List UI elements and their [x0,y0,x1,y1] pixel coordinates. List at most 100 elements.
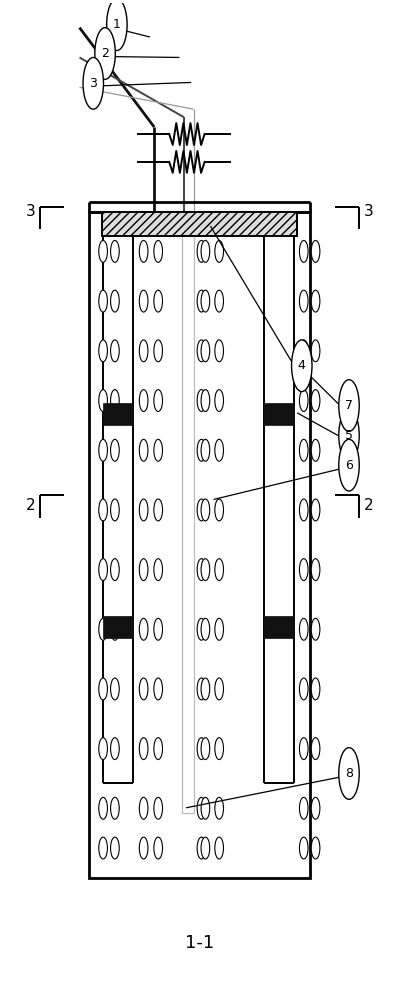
Circle shape [139,340,148,362]
Circle shape [299,290,308,312]
Text: 8: 8 [345,767,353,780]
Circle shape [99,499,107,521]
Circle shape [201,439,210,461]
Circle shape [154,837,162,859]
Bar [103,403,132,425]
Text: 5: 5 [345,429,353,442]
Circle shape [339,748,359,799]
Circle shape [111,837,119,859]
Circle shape [299,439,308,461]
Circle shape [311,797,320,819]
Circle shape [311,618,320,640]
Circle shape [111,499,119,521]
Circle shape [111,559,119,581]
Circle shape [215,678,223,700]
Circle shape [311,390,320,411]
Circle shape [111,340,119,362]
Circle shape [139,290,148,312]
Circle shape [197,797,206,819]
Circle shape [311,499,320,521]
Circle shape [215,240,223,262]
Circle shape [139,738,148,760]
Circle shape [99,390,107,411]
Circle shape [197,738,206,760]
Circle shape [311,439,320,461]
Circle shape [139,678,148,700]
Circle shape [197,439,206,461]
Text: 6: 6 [345,459,353,472]
Circle shape [201,390,210,411]
Circle shape [99,678,107,700]
Circle shape [111,738,119,760]
Circle shape [197,390,206,411]
Circle shape [154,390,162,411]
Circle shape [99,559,107,581]
Circle shape [299,618,308,640]
Circle shape [154,290,162,312]
Text: 4: 4 [298,359,306,372]
Circle shape [111,390,119,411]
Circle shape [299,240,308,262]
Circle shape [154,240,162,262]
Text: 3: 3 [26,204,35,219]
Circle shape [154,439,162,461]
Circle shape [299,797,308,819]
Circle shape [139,390,148,411]
Circle shape [83,57,103,109]
Circle shape [201,559,210,581]
Circle shape [201,797,210,819]
Circle shape [154,618,162,640]
Circle shape [339,380,359,431]
Circle shape [99,797,107,819]
Circle shape [154,499,162,521]
Circle shape [201,738,210,760]
Circle shape [197,837,206,859]
Circle shape [339,439,359,491]
Circle shape [111,439,119,461]
Circle shape [339,410,359,461]
Circle shape [111,678,119,700]
Text: 1-1: 1-1 [185,934,214,952]
Circle shape [111,240,119,262]
Circle shape [99,439,107,461]
Circle shape [154,738,162,760]
Circle shape [215,837,223,859]
Circle shape [201,499,210,521]
Bar [89,212,310,878]
Circle shape [197,618,206,640]
Circle shape [197,678,206,700]
Circle shape [139,618,148,640]
Circle shape [95,28,115,79]
Circle shape [201,837,210,859]
Circle shape [201,240,210,262]
Circle shape [299,499,308,521]
Circle shape [99,837,107,859]
Text: 2: 2 [101,47,109,60]
Circle shape [299,390,308,411]
Circle shape [292,340,312,392]
Bar [103,616,132,638]
Text: 2: 2 [26,498,35,513]
Circle shape [299,340,308,362]
Circle shape [201,678,210,700]
Circle shape [215,738,223,760]
Text: 2: 2 [364,498,373,513]
Circle shape [139,559,148,581]
Circle shape [201,618,210,640]
Circle shape [299,678,308,700]
Text: 3: 3 [364,204,373,219]
Circle shape [299,738,308,760]
Text: 1: 1 [113,18,121,31]
Circle shape [311,559,320,581]
Circle shape [154,797,162,819]
Circle shape [99,240,107,262]
Circle shape [311,678,320,700]
Circle shape [215,340,223,362]
Circle shape [201,290,210,312]
Circle shape [299,837,308,859]
Text: 7: 7 [345,399,353,412]
Circle shape [111,797,119,819]
Circle shape [99,340,107,362]
Circle shape [197,240,206,262]
Circle shape [311,290,320,312]
